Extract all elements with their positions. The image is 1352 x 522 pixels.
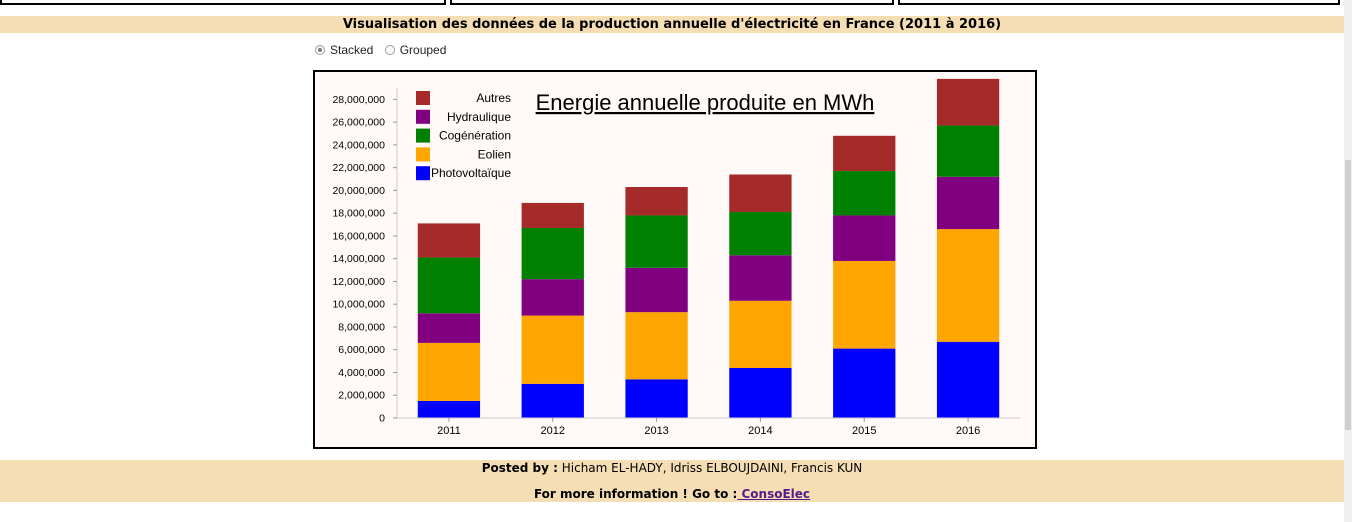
bar-segment xyxy=(521,383,584,418)
posted-by-line: Posted by : Hicham EL-HADY, Idriss ELBOU… xyxy=(0,461,1344,475)
bar-segment xyxy=(833,348,896,418)
y-tick-label: 10,000,000 xyxy=(332,299,385,311)
y-tick-label: 28,000,000 xyxy=(332,94,385,106)
posted-by-names: Hicham EL-HADY, Idriss ELBOUJDAINI, Fran… xyxy=(561,461,863,475)
bar-segment xyxy=(936,125,1000,177)
y-tick-label: 0 xyxy=(379,413,385,425)
y-tick-label: 22,000,000 xyxy=(332,162,385,174)
bar-segment xyxy=(625,215,688,268)
x-tick-label: 2014 xyxy=(748,425,772,437)
bar-segment xyxy=(833,260,896,349)
y-tick-label: 8,000,000 xyxy=(338,321,385,333)
y-tick-label: 24,000,000 xyxy=(332,139,385,151)
bar-segment xyxy=(833,171,896,216)
bar-segment xyxy=(417,223,481,258)
more-info-label: For more information ! Go to : xyxy=(533,487,738,501)
chart-frame: 0 2,000,000 4,000,000 6,000,000 8,000,000 10,… xyxy=(313,70,1037,449)
legend-swatch xyxy=(416,147,430,162)
bar-segment xyxy=(625,267,688,313)
bar-segment xyxy=(417,257,481,314)
bar-segment xyxy=(729,300,792,368)
bar-segment xyxy=(417,400,481,418)
legend: Autres Hydraulique Cogénération Eolien Photo… xyxy=(416,91,511,181)
y-tick-label: 14,000,000 xyxy=(332,253,385,265)
legend-swatch xyxy=(416,128,430,143)
y-tick-label: 16,000,000 xyxy=(332,230,385,242)
y-tick-label: 12,000,000 xyxy=(332,276,385,288)
bar-segment xyxy=(729,212,792,256)
y-tick-label: 4,000,000 xyxy=(338,367,385,379)
vertical-scrollbar[interactable] xyxy=(1344,0,1352,522)
bar-segment xyxy=(729,255,792,301)
bar-segment xyxy=(936,78,1000,126)
x-tick-label: 2013 xyxy=(644,425,668,437)
page-heading: Visualisation des données de la producti… xyxy=(342,17,1002,32)
legend-swatch xyxy=(416,91,430,105)
legend-label: Hydraulique xyxy=(447,110,511,124)
consoelec-link[interactable]: ConsoElec xyxy=(737,487,811,501)
bar-segment xyxy=(417,313,481,343)
bar-segment xyxy=(936,176,1000,230)
stacked-option[interactable]: Stacked xyxy=(315,43,373,57)
bar-segment xyxy=(521,315,584,384)
grouped-option[interactable]: Grouped xyxy=(384,43,447,57)
bar-segment xyxy=(936,229,1000,342)
x-tick-label: 2011 xyxy=(437,425,461,437)
bar-segment xyxy=(729,174,792,213)
bar-segment xyxy=(833,135,896,172)
posted-by-label: Posted by : xyxy=(481,461,558,475)
y-tick-label: 26,000,000 xyxy=(332,117,385,129)
x-axis: 2011 2012 2013 2014 2015 2016 xyxy=(397,417,1020,437)
legend-label: Photovoltaïque xyxy=(431,166,511,180)
bar-segment xyxy=(521,202,584,228)
stacked-bar-chart: 0 2,000,000 4,000,000 6,000,000 8,000,000 10,… xyxy=(315,72,1035,447)
chart-title: Energie annuelle produite en MWh xyxy=(536,90,875,115)
y-axis: 0 2,000,000 4,000,000 6,000,000 8,000,000 10,… xyxy=(332,88,398,425)
bar-segment xyxy=(729,367,792,418)
y-tick-label: 18,000,000 xyxy=(332,208,385,220)
legend-label: Cogénération xyxy=(439,129,511,143)
bar-segment xyxy=(521,279,584,316)
x-tick-label: 2012 xyxy=(541,425,565,437)
y-tick-label: 2,000,000 xyxy=(338,390,385,402)
bar-segment xyxy=(625,312,688,380)
bar-segment xyxy=(625,187,688,216)
footer: Posted by : Hicham EL-HADY, Idriss ELBOU… xyxy=(0,460,1344,502)
top-panel-middle xyxy=(450,0,894,5)
bar-segment xyxy=(833,215,896,261)
stacked-label: Stacked xyxy=(330,43,374,57)
more-info-line: For more information ! Go to : ConsoElec xyxy=(0,487,1344,501)
legend-label: Autres xyxy=(476,91,511,105)
legend-label: Eolien xyxy=(478,147,511,161)
top-panels xyxy=(0,0,1352,6)
grouped-radio[interactable] xyxy=(384,45,395,55)
stacked-radio[interactable] xyxy=(315,45,325,55)
top-panel-left xyxy=(0,0,446,5)
top-panel-right xyxy=(898,0,1340,5)
bar-segment xyxy=(521,227,584,280)
legend-swatch xyxy=(416,109,430,124)
x-tick-label: 2015 xyxy=(852,425,876,437)
grouped-label: Grouped xyxy=(399,43,447,57)
bar-segment xyxy=(936,341,1000,418)
scrollbar-thumb[interactable] xyxy=(1345,160,1351,430)
bars xyxy=(417,78,1000,418)
bar-segment xyxy=(417,342,481,401)
y-tick-label: 20,000,000 xyxy=(332,185,385,197)
page-heading-bar: Visualisation des données de la producti… xyxy=(0,16,1344,33)
legend-swatch xyxy=(416,166,430,181)
x-tick-label: 2016 xyxy=(956,425,980,437)
chart-mode-controls: Stacked Grouped xyxy=(315,43,454,58)
y-tick-label: 6,000,000 xyxy=(338,344,385,356)
bar-segment xyxy=(625,379,688,418)
